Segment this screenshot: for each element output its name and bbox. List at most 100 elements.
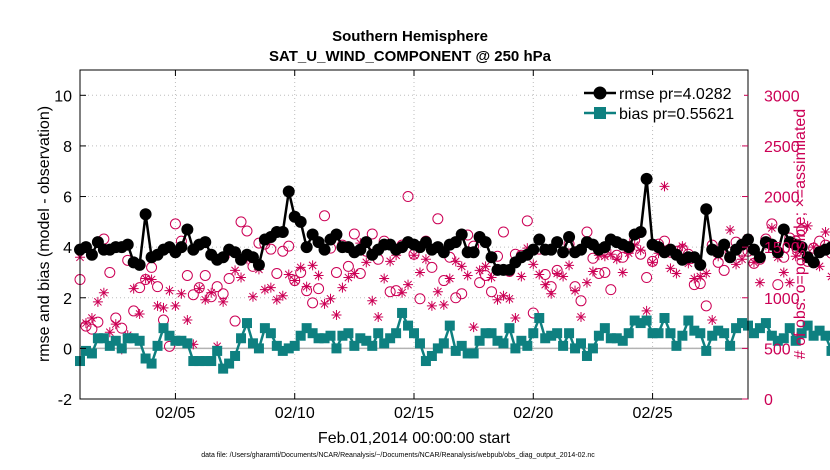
y-right-tick-label: 1500 <box>764 240 800 257</box>
bias-point <box>253 343 264 354</box>
obs-assimilated-point <box>635 245 646 256</box>
bias-point <box>635 318 646 329</box>
bias-point <box>420 356 431 367</box>
bias-point <box>581 350 592 361</box>
obs-possible-point <box>384 286 396 298</box>
obs-possible-point <box>814 235 826 247</box>
bias-point <box>444 320 455 331</box>
bias-point <box>438 338 449 349</box>
rmse-point <box>175 241 188 254</box>
obs-assimilated-point <box>462 270 473 281</box>
obs-possible-point <box>796 224 808 236</box>
bias-point <box>522 340 533 351</box>
obs-assimilated-point <box>134 308 145 319</box>
rmse-point <box>181 223 194 236</box>
bias-point <box>695 328 706 339</box>
rmse-point <box>795 241 808 254</box>
obs-assimilated-point <box>104 327 115 338</box>
bias-point <box>766 330 777 341</box>
obs-possible-point <box>92 316 104 328</box>
legend-bias-label: bias pr=0.55621 <box>619 106 734 123</box>
bias-point <box>725 340 736 351</box>
rmse-point <box>294 215 307 228</box>
obs-assimilated-point <box>528 259 539 270</box>
bias-point <box>349 340 360 351</box>
y-axis-right-label: # of obs: o=possible; ×=assimilated <box>792 109 809 359</box>
bias-point <box>122 333 133 344</box>
obs-possible-point <box>521 215 533 227</box>
obs-assimilated-point <box>444 273 455 284</box>
obs-assimilated-point <box>534 269 545 280</box>
x-tick-label: 02/10 <box>275 405 315 422</box>
bias-point <box>236 333 247 344</box>
obs-possible-point <box>241 225 253 237</box>
bias-point <box>599 323 610 334</box>
y-tick-label: 4 <box>63 240 72 257</box>
rmse-point <box>753 251 766 264</box>
x-tick-label: 02/20 <box>513 405 553 422</box>
obs-assimilated-point <box>170 300 181 311</box>
obs-possible-point <box>163 340 175 352</box>
bias-point <box>86 348 97 359</box>
bias-point <box>271 340 282 351</box>
bias-point <box>593 330 604 341</box>
obs-assimilated-point <box>420 254 431 265</box>
obs-possible-point <box>497 226 509 238</box>
obs-assimilated-point <box>86 313 97 324</box>
obs-assimilated-point <box>265 282 276 293</box>
obs-assimilated-point <box>325 293 336 304</box>
obs-possible-point <box>438 275 450 287</box>
rmse-point <box>276 225 289 238</box>
obs-assimilated-point <box>731 259 742 270</box>
rmse-point <box>85 248 98 261</box>
rmse-point <box>133 258 146 271</box>
bias-point <box>587 343 598 354</box>
bias-point <box>605 333 616 344</box>
obs-assimilated-point <box>802 220 813 231</box>
bias-point <box>748 328 759 339</box>
obs-possible-point <box>402 191 414 203</box>
bias-point <box>128 333 139 344</box>
obs-assimilated-point <box>468 322 479 333</box>
obs-assimilated-point <box>790 251 801 262</box>
obs-assimilated-point <box>689 273 700 284</box>
obs-assimilated-point <box>182 315 193 326</box>
bias-point <box>432 343 443 354</box>
bias-point <box>629 315 640 326</box>
bias-point <box>814 325 825 336</box>
obs-assimilated-point <box>319 298 330 309</box>
obs-assimilated-point <box>80 318 91 329</box>
obs-possible-point <box>86 323 98 335</box>
obs-assimilated-point <box>361 257 372 268</box>
bias-point <box>713 325 724 336</box>
bias-point <box>295 330 306 341</box>
bias-point <box>540 333 551 344</box>
bias-point <box>104 340 115 351</box>
series-markers <box>74 172 830 374</box>
bias-point <box>570 343 581 354</box>
obs-assimilated-point <box>677 241 688 252</box>
obs-assimilated-point <box>564 260 575 271</box>
rmse-point <box>318 243 331 256</box>
bias-point <box>206 356 217 367</box>
rmse-point <box>252 258 265 271</box>
y-tick-label: 6 <box>63 190 72 207</box>
y-axis-label: rmse and bias (model - observation) <box>36 106 53 362</box>
rmse-point <box>807 256 820 269</box>
obs-assimilated-point <box>128 283 139 294</box>
bias-point <box>367 340 378 351</box>
y-tick-label: 2 <box>63 291 72 308</box>
legend: rmse pr=4.0282 bias pr=0.55621 <box>578 75 744 125</box>
bias-point <box>385 333 396 344</box>
obs-possible-point <box>456 288 468 300</box>
bias-point <box>528 328 539 339</box>
bias-point <box>796 328 807 339</box>
obs-possible-point <box>229 315 241 327</box>
obs-possible-point <box>575 295 587 307</box>
obs-assimilated-point <box>683 258 694 269</box>
bias-point <box>116 343 127 354</box>
rmse-point <box>563 231 576 244</box>
obs-assimilated-point <box>725 224 736 235</box>
rmse-point <box>825 241 830 253</box>
bias-point <box>182 338 193 349</box>
